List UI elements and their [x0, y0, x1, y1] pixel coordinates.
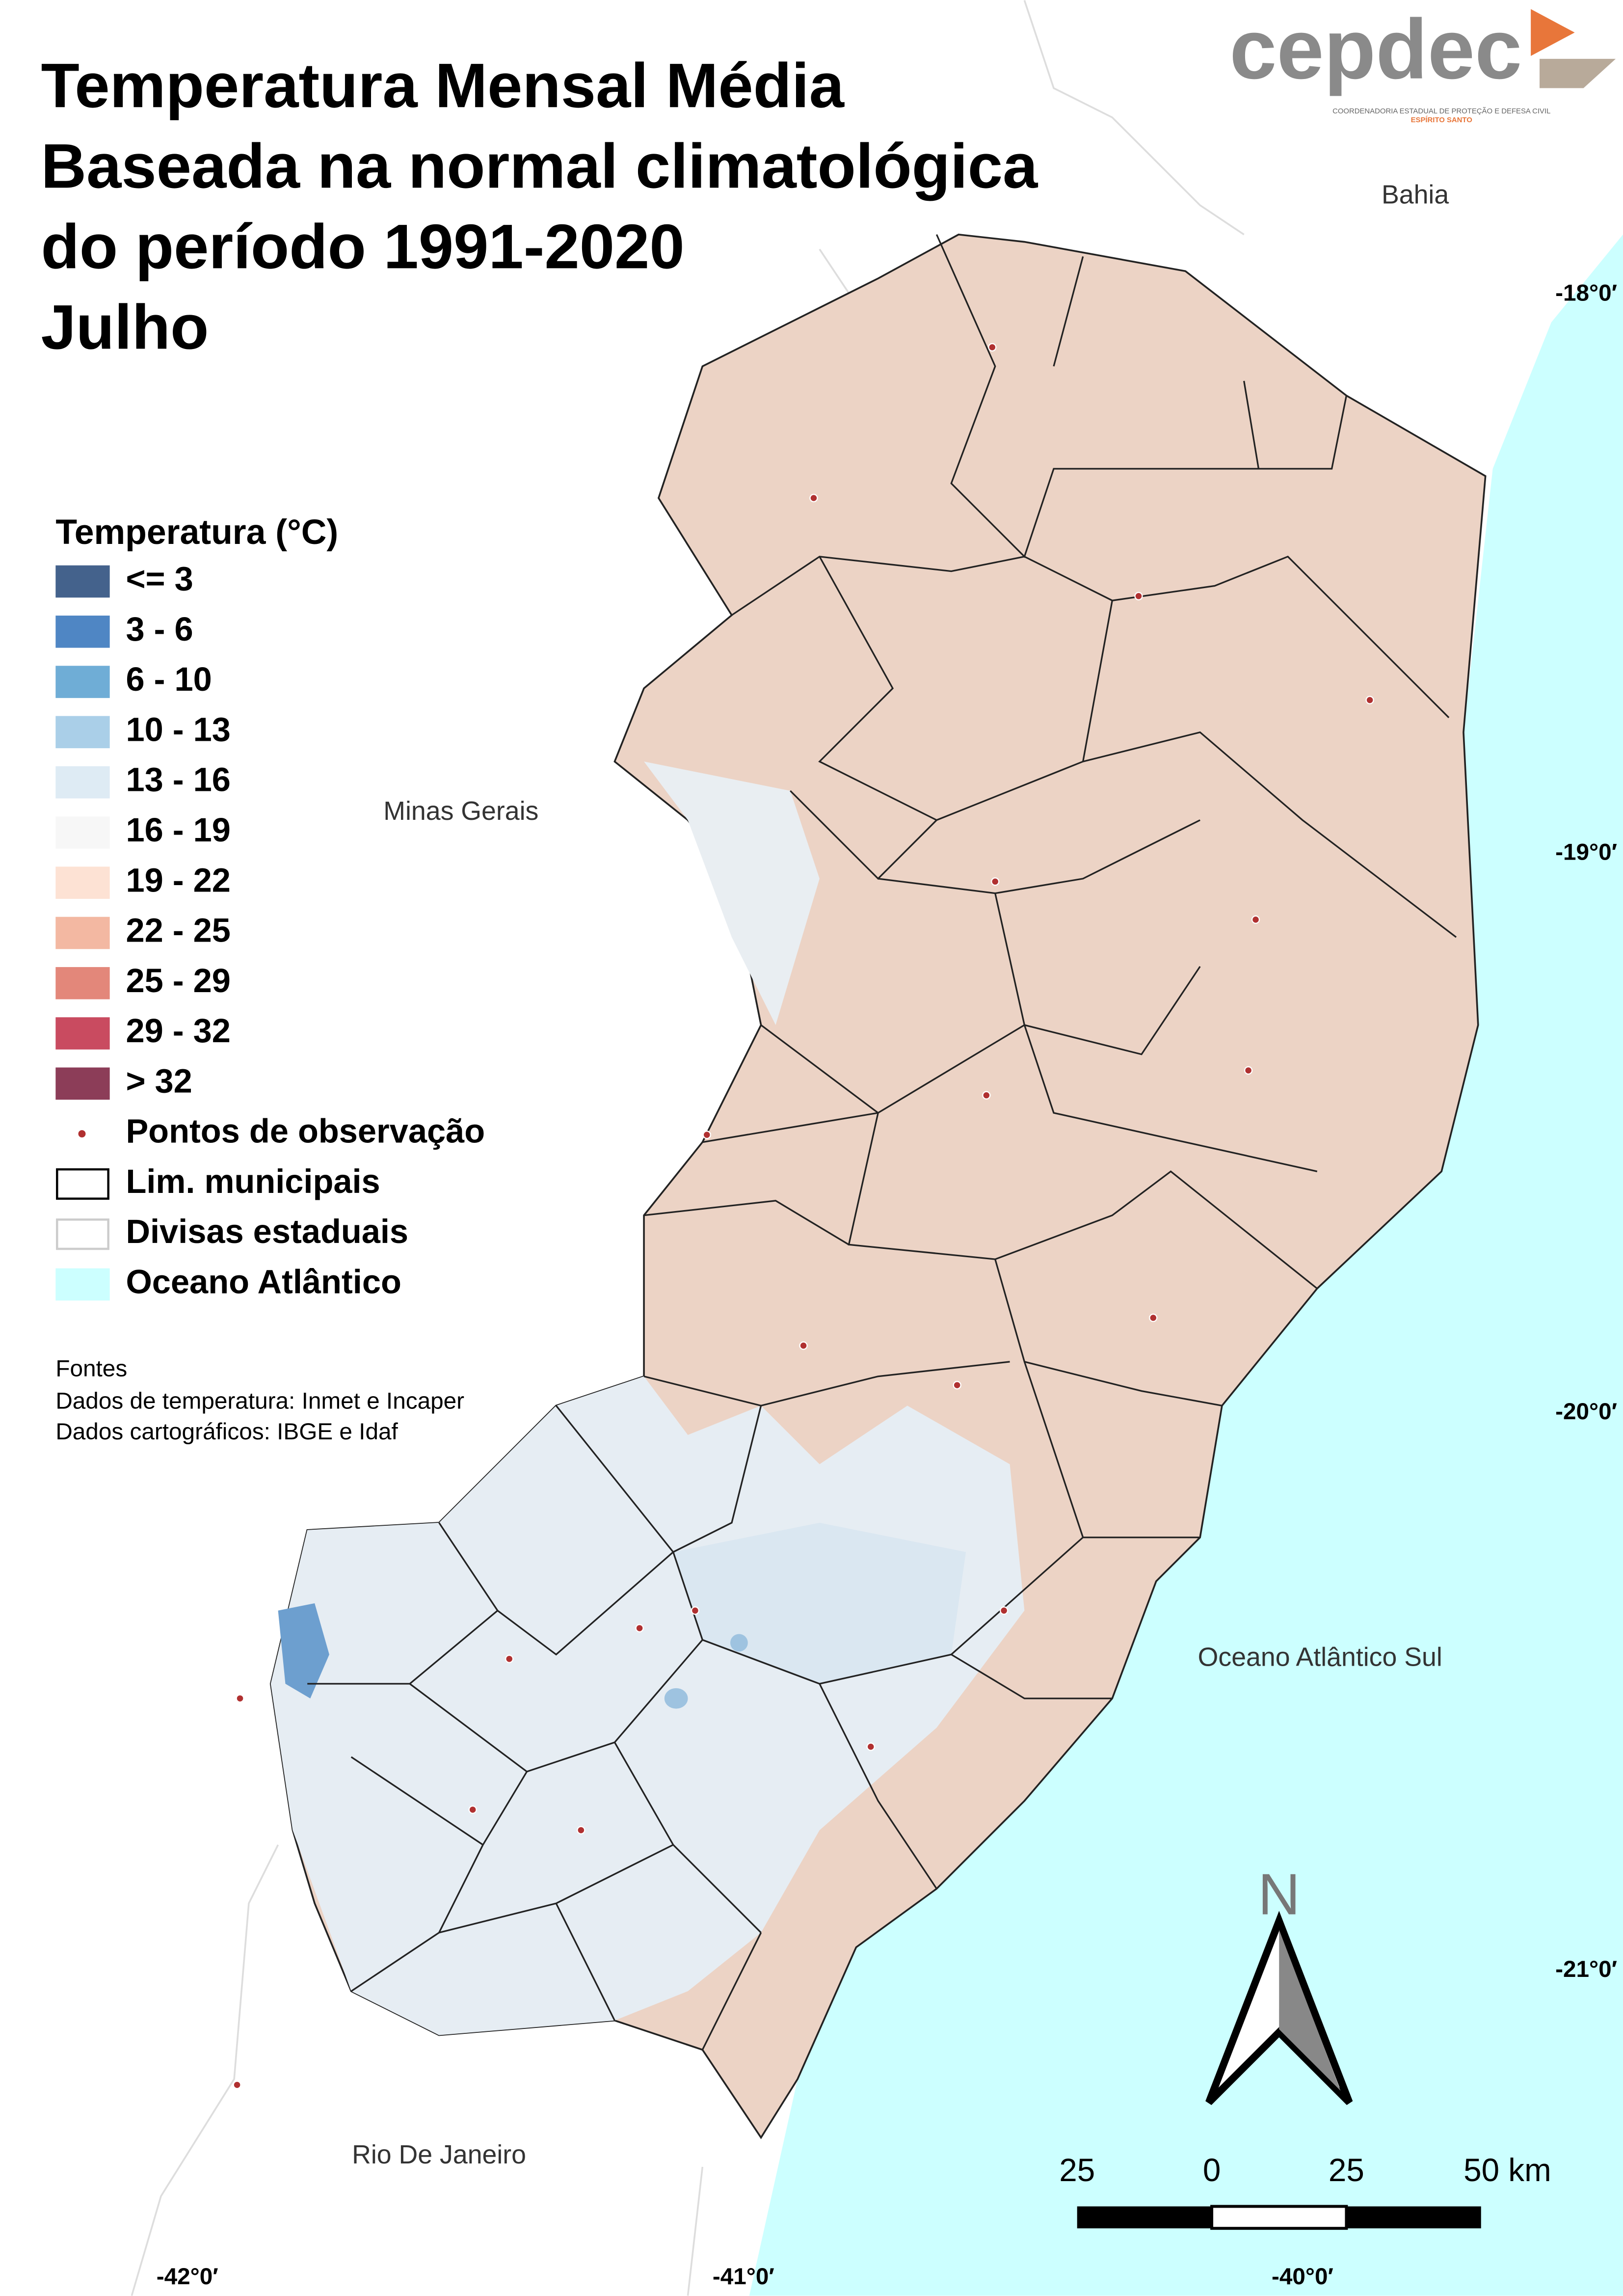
observation-point [1134, 592, 1143, 600]
title-line: do período 1991-2020 [41, 212, 684, 282]
title-line: Baseada na normal climatológica [41, 131, 1038, 201]
logo-region: ESPÍRITO SANTO [1411, 116, 1472, 124]
legend-title: Temperatura (°C) [55, 513, 338, 552]
legend-swatch [55, 615, 110, 648]
observation-point [635, 1623, 644, 1633]
legend-label: Lim. municipais [126, 1162, 380, 1200]
legend-swatch [55, 1067, 110, 1100]
observation-point [999, 1606, 1009, 1615]
legend-label: Divisas estaduais [126, 1213, 408, 1250]
observation-point [982, 1091, 991, 1100]
latitude-label: -19°0′ [1555, 839, 1617, 865]
longitude-label: -41°0′ [713, 2264, 774, 2290]
legend-swatch [55, 716, 110, 749]
legend-swatch [55, 1268, 110, 1301]
place-label: Oceano Atlântico Sul [1198, 1642, 1442, 1672]
legend-label: 13 - 16 [126, 761, 231, 799]
observation-point [691, 1606, 700, 1615]
cool-area [644, 761, 820, 1026]
observation-point [1251, 915, 1260, 924]
legend-label: 3 - 6 [126, 610, 193, 648]
logo-name: cepdec [1229, 1, 1522, 97]
legend-label: 10 - 13 [126, 710, 231, 748]
observation-point [702, 1131, 711, 1139]
observation-point [1149, 1313, 1158, 1323]
legend-swatch [55, 866, 110, 899]
legend-label: > 32 [126, 1062, 192, 1100]
legend-swatch [55, 967, 110, 999]
observation-point [953, 1380, 961, 1390]
scale-label: 25 [1329, 2152, 1364, 2188]
legend-outline [56, 1168, 109, 1200]
sources-line: Dados de temperatura: Inmet e Incaper [55, 1389, 465, 1414]
cold-area [278, 1603, 329, 1699]
sources-heading: Fontes [55, 1357, 128, 1382]
legend-label: Oceano Atlântico [126, 1263, 401, 1301]
place-label: Rio De Janeiro [352, 2140, 526, 2169]
legend-swatch [55, 766, 110, 799]
legend-label: 22 - 25 [126, 912, 231, 949]
longitude-label: -42°0′ [157, 2264, 218, 2290]
observation-point [505, 1654, 514, 1663]
logo-subtitle: COORDENADORIA ESTADUAL DE PROTEÇÃO E DEF… [1332, 107, 1550, 115]
observation-points [233, 343, 1374, 2089]
legend-swatch [55, 1017, 110, 1050]
sources: Fontes Dados de temperatura: Inmet e Inc… [55, 1354, 492, 1449]
observation-point [233, 2080, 241, 2089]
legend-swatch [55, 666, 110, 698]
ocean [749, 234, 1623, 2296]
municipal-boundaries [307, 234, 1457, 2051]
sources-line: Dados cartográficos: IBGE e Idaf [55, 1420, 398, 1445]
observation-point [236, 1694, 244, 1703]
scale-segment [1077, 2206, 1212, 2229]
legend-swatch [55, 816, 110, 849]
observation-point [988, 343, 997, 352]
observation-point [809, 493, 818, 503]
legend-label: <= 3 [126, 560, 193, 598]
title-line: Temperatura Mensal Média [41, 51, 845, 121]
latitude-label: -21°0′ [1555, 1956, 1617, 1982]
legend-label: 25 - 29 [126, 962, 231, 999]
place-label: Bahia [1382, 180, 1449, 209]
scale-label: 25 [1059, 2152, 1095, 2188]
legend-point [78, 1130, 86, 1138]
legend-swatch [55, 565, 110, 598]
logo-mark [1540, 58, 1616, 88]
title-line: Julho [41, 292, 209, 362]
scale-segment [1210, 2205, 1348, 2230]
scale-segment [1346, 2206, 1481, 2229]
latitude-label: -20°0′ [1555, 1399, 1617, 1425]
cold-area [664, 1688, 688, 1709]
observation-point [1244, 1066, 1253, 1075]
legend-label: 16 - 19 [126, 811, 231, 849]
legend-label: 29 - 32 [126, 1012, 231, 1050]
legend-label: 6 - 10 [126, 660, 212, 698]
scale-label: 50 km [1463, 2152, 1551, 2188]
cold-area [730, 1634, 748, 1652]
scale-label: 0 [1203, 2152, 1221, 2188]
observation-point [991, 877, 1000, 886]
legend-swatch [55, 917, 110, 949]
observation-point [799, 1341, 808, 1350]
sources-text: Fontes Dados de temperatura: Inmet e Inc… [55, 1354, 492, 1449]
legend-label: Pontos de observação [126, 1112, 485, 1150]
observation-point [577, 1826, 585, 1835]
longitude-label: -40°0′ [1272, 2264, 1333, 2290]
logo-mark [1531, 9, 1575, 56]
legend-outline [56, 1218, 109, 1250]
observation-point [468, 1805, 477, 1814]
observation-point [1365, 696, 1374, 704]
latitude-label: -18°0′ [1555, 280, 1617, 306]
observation-point [866, 1742, 875, 1751]
legend-label: 19 - 22 [126, 861, 231, 899]
place-label: Minas Gerais [383, 796, 538, 826]
